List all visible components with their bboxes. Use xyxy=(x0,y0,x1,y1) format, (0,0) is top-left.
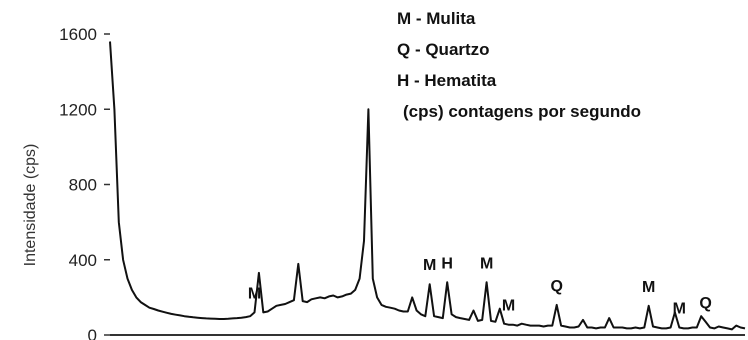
y-tick-label: 0 xyxy=(88,326,97,340)
legend-line: M - Mulita xyxy=(397,9,476,28)
peak-label: M xyxy=(673,300,686,317)
peak-label: Q xyxy=(699,295,711,312)
y-tick-label: 800 xyxy=(69,176,97,195)
peak-label: M xyxy=(642,279,655,296)
y-axis-title: Intensidade (cps) xyxy=(22,144,39,267)
y-tick-label: 1600 xyxy=(59,25,97,44)
peak-label: H xyxy=(441,255,453,272)
legend-line: (cps) contagens por segundo xyxy=(403,102,641,121)
legend-line: H - Hematita xyxy=(397,71,497,90)
series-line xyxy=(109,41,746,331)
peak-annotations: MM H MMQ MM Q xyxy=(248,255,712,317)
peak-label: M xyxy=(502,298,515,315)
peak-label: M xyxy=(423,257,436,274)
legend: M - Mulita Q - Quartzo H - Hematita (cps) c… xyxy=(397,9,641,121)
legend-line: Q - Quartzo xyxy=(397,40,490,59)
y-axis-ticks: 0 400 800 1200 1600 xyxy=(59,25,110,340)
peak-label: M xyxy=(480,255,493,272)
peak-label: M xyxy=(248,285,261,302)
peak-label: Q xyxy=(550,278,562,295)
y-tick-label: 1200 xyxy=(59,100,97,119)
y-tick-label: 400 xyxy=(69,251,97,270)
